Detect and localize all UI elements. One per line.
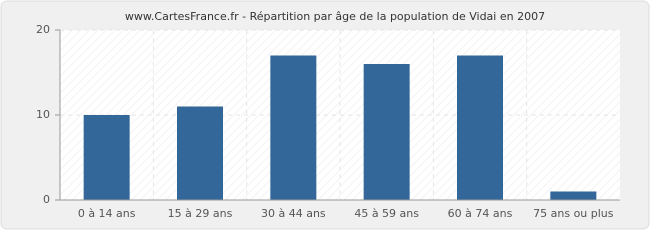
x-tick-label: 45 à 59 ans [354, 207, 419, 220]
bar [457, 55, 503, 200]
x-tick-label: 30 à 44 ans [261, 207, 326, 220]
bar [270, 55, 317, 200]
bar [177, 106, 223, 200]
bar [363, 64, 410, 200]
x-tick-label: 60 à 74 ans [448, 207, 513, 220]
x-tick-label: 15 à 29 ans [168, 207, 233, 220]
x-tick-label: 0 à 14 ans [78, 207, 136, 220]
chart: www.CartesFrance.fr - Répartition par âg… [0, 0, 650, 230]
x-tick-label: 75 ans ou plus [533, 207, 614, 220]
y-tick-label: 0 [43, 193, 50, 206]
y-tick-label: 10 [36, 108, 50, 121]
bar [83, 115, 130, 200]
chart-title: www.CartesFrance.fr - Répartition par âg… [125, 10, 545, 23]
bar [550, 191, 597, 200]
y-tick-label: 20 [36, 23, 50, 36]
